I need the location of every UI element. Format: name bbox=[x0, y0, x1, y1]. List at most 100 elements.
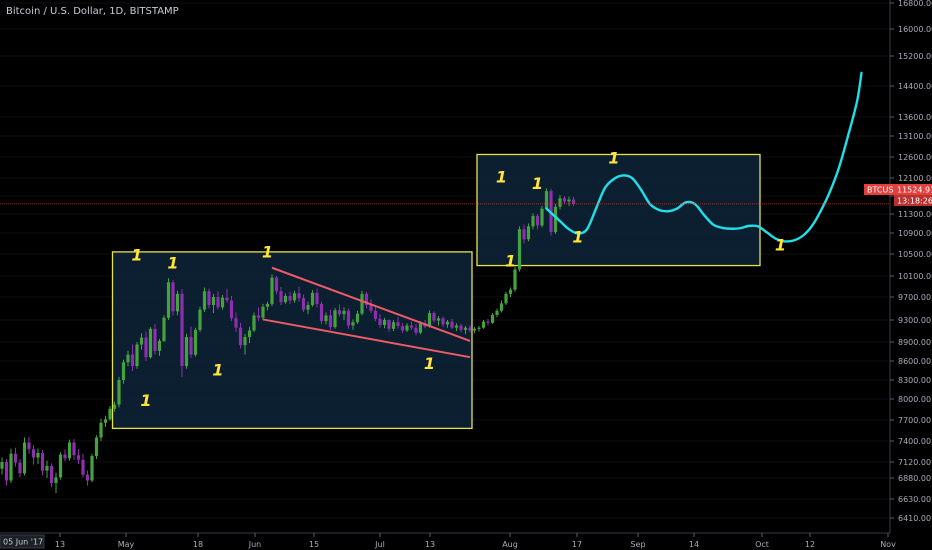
y-tick-label: 11300.00 bbox=[898, 210, 932, 219]
candle-body bbox=[400, 326, 405, 331]
price-badge-symbol: BTCUSD bbox=[867, 186, 900, 195]
candle-body bbox=[13, 453, 18, 463]
candle-body bbox=[58, 454, 63, 478]
price-badge: BTCUSD 11524.91 13:18:26 bbox=[864, 184, 932, 206]
x-tick-label: Aug bbox=[502, 540, 518, 549]
candle-body bbox=[526, 226, 531, 240]
projection-path[interactable] bbox=[545, 71, 863, 243]
candle-body bbox=[130, 354, 135, 367]
candle-body bbox=[9, 453, 13, 481]
candle-body bbox=[18, 462, 22, 474]
y-tick-label: 7400.00 bbox=[898, 437, 931, 446]
candle-body bbox=[324, 315, 328, 322]
candle-body bbox=[139, 337, 144, 345]
candle-body bbox=[436, 318, 441, 321]
y-tick-label: 16000.00 bbox=[898, 25, 932, 34]
x-tick-label: Sep bbox=[630, 540, 645, 549]
y-tick-label: 8600.00 bbox=[898, 357, 931, 366]
candle-body bbox=[261, 306, 265, 318]
candle-body bbox=[279, 291, 283, 303]
candle-body bbox=[414, 327, 418, 333]
candle-body bbox=[369, 305, 373, 311]
candle-body bbox=[387, 320, 391, 329]
time-axis[interactable]: 13 May 18 Jun 15 Jul 13 Aug 17 Sep 14 Oct 12 Nov bbox=[0, 532, 896, 549]
candle-body bbox=[153, 328, 157, 351]
candle-body bbox=[252, 315, 256, 331]
candle-body bbox=[45, 466, 49, 471]
y-tick-label: 8000.00 bbox=[898, 395, 931, 404]
candle-body bbox=[495, 310, 499, 315]
annotation-label: 1 bbox=[212, 361, 223, 380]
projection-curve[interactable] bbox=[545, 71, 863, 243]
candle-body bbox=[189, 337, 193, 355]
candle-body bbox=[459, 325, 463, 330]
candle-body bbox=[76, 455, 81, 460]
candle-body bbox=[328, 315, 333, 328]
candle-body bbox=[468, 327, 472, 331]
candle-body bbox=[391, 322, 396, 329]
trendline[interactable] bbox=[262, 318, 471, 359]
y-tick-label: 9300.00 bbox=[898, 316, 931, 325]
trendline[interactable] bbox=[271, 266, 471, 342]
price-axis[interactable]: 6410.00 6630.00 6880.00 7120.00 7400.00 7700.… bbox=[889, 0, 932, 533]
candle-body bbox=[463, 327, 468, 330]
x-tick-label: 13 bbox=[425, 540, 435, 549]
candle-body bbox=[454, 325, 459, 328]
candle-body bbox=[301, 298, 306, 310]
candle-body bbox=[117, 380, 121, 405]
y-tick-label: 9700.00 bbox=[898, 293, 931, 302]
candle-body bbox=[499, 303, 504, 311]
candle-body bbox=[211, 297, 216, 306]
cursor-date-badge: 05 Jun '17 bbox=[0, 534, 45, 549]
y-tick-label: 10100.00 bbox=[898, 272, 932, 281]
candle-body bbox=[319, 303, 324, 322]
y-tick-label: 7120.00 bbox=[898, 458, 931, 467]
candle-body bbox=[364, 293, 369, 306]
candle-body bbox=[522, 229, 526, 240]
trendlines[interactable] bbox=[262, 266, 471, 359]
candle-body bbox=[193, 329, 198, 355]
candle-body bbox=[265, 303, 270, 307]
candle-body bbox=[513, 269, 517, 290]
candle-body bbox=[36, 453, 40, 458]
y-tick-label: 14400.00 bbox=[898, 82, 932, 91]
x-tick-label: 17 bbox=[572, 540, 582, 549]
candle-body bbox=[171, 282, 175, 312]
annotation-label: 1 bbox=[131, 246, 142, 265]
candle-body bbox=[94, 437, 99, 456]
y-tick-label: 12600.00 bbox=[898, 153, 932, 162]
candle-body bbox=[292, 293, 297, 301]
annotation-label: 1 bbox=[775, 235, 786, 254]
candle-body bbox=[112, 404, 117, 409]
candle-body bbox=[535, 215, 540, 226]
y-tick-label: 8900.00 bbox=[898, 338, 931, 347]
candle-body bbox=[229, 300, 234, 319]
candle-body bbox=[225, 297, 229, 301]
candle-body bbox=[27, 442, 31, 450]
candle-body bbox=[220, 297, 225, 308]
candle-body bbox=[571, 199, 576, 204]
price-badge-price: 11524.91 bbox=[897, 186, 932, 195]
candle-body bbox=[517, 229, 522, 270]
candle-body bbox=[166, 282, 171, 318]
annotation-label: 1 bbox=[505, 252, 516, 271]
x-tick-label: Nov bbox=[880, 540, 896, 549]
candle-body bbox=[346, 310, 351, 326]
y-tick-label: 15200.00 bbox=[898, 52, 932, 61]
candle-body bbox=[531, 215, 535, 227]
candle-body bbox=[337, 310, 342, 315]
x-tick-label: 14 bbox=[689, 540, 699, 549]
range-box[interactable] bbox=[111, 251, 473, 430]
y-tick-label: 6410.00 bbox=[898, 514, 931, 523]
price-badge-countdown-bg bbox=[894, 195, 932, 206]
annotation-label: 1 bbox=[572, 227, 583, 246]
candle-body bbox=[477, 327, 481, 329]
candle-body bbox=[486, 321, 490, 323]
candle-body bbox=[558, 198, 562, 207]
candle-body bbox=[207, 291, 211, 306]
range-boxes bbox=[111, 153, 761, 430]
candle-body bbox=[297, 293, 301, 299]
range-box[interactable] bbox=[476, 153, 761, 267]
candle-body bbox=[238, 327, 243, 346]
